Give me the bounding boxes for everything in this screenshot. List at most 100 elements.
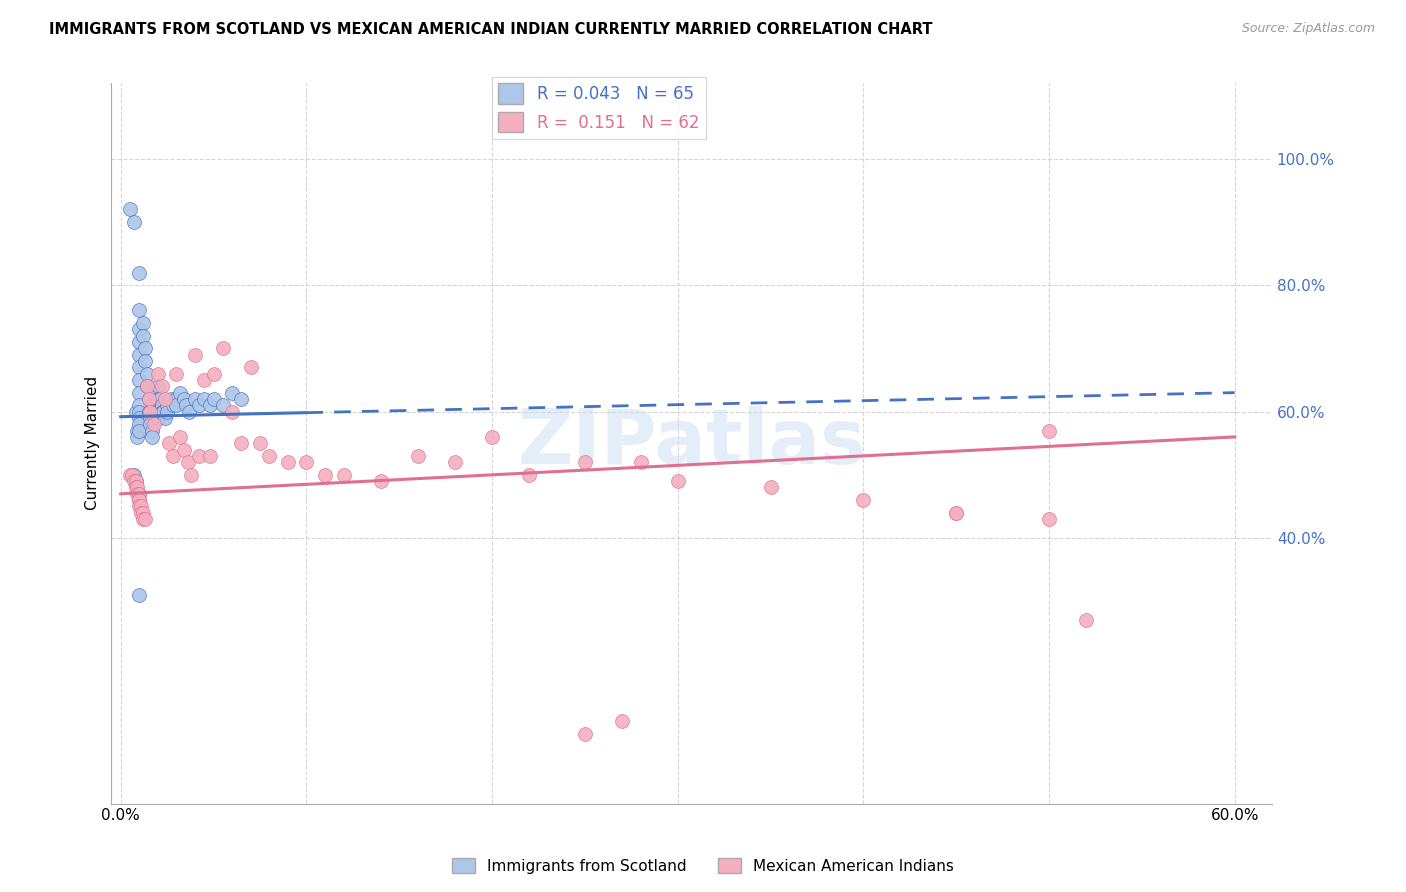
Point: [132, 316, 155, 330]
Point: [481, 430, 503, 444]
Point: [141, 430, 163, 444]
Point: [295, 455, 318, 469]
Point: [127, 487, 149, 501]
Point: [159, 392, 181, 406]
Point: [138, 404, 160, 418]
Point: [630, 455, 652, 469]
Point: [211, 398, 233, 412]
Text: IMMIGRANTS FROM SCOTLAND VS MEXICAN AMERICAN INDIAN CURRENTLY MARRIED CORRELATIO: IMMIGRANTS FROM SCOTLAND VS MEXICAN AMER…: [49, 22, 932, 37]
Point: [169, 385, 191, 400]
Point: [173, 442, 195, 457]
Point: [139, 404, 162, 418]
Point: [128, 266, 150, 280]
Point: [132, 512, 155, 526]
Point: [135, 379, 157, 393]
Point: [128, 398, 150, 412]
Point: [231, 436, 253, 450]
Point: [143, 417, 166, 432]
Point: [239, 360, 262, 375]
Point: [184, 392, 207, 406]
Point: [314, 467, 336, 482]
Point: [945, 506, 967, 520]
Point: [128, 360, 150, 375]
Point: [257, 449, 280, 463]
Point: [146, 392, 169, 406]
Point: [128, 424, 150, 438]
Point: [128, 404, 150, 418]
Point: [176, 455, 198, 469]
Point: [129, 500, 152, 514]
Point: [852, 493, 875, 508]
Point: [128, 385, 150, 400]
Point: [165, 367, 187, 381]
Point: [193, 373, 215, 387]
Point: [128, 373, 150, 387]
Point: [221, 404, 243, 418]
Point: [231, 392, 253, 406]
Point: [139, 411, 162, 425]
Point: [118, 202, 141, 217]
Point: [157, 436, 180, 450]
Point: [173, 392, 195, 406]
Point: [128, 303, 150, 318]
Point: [221, 385, 243, 400]
Point: [129, 506, 152, 520]
Point: [132, 328, 155, 343]
Point: [134, 512, 156, 526]
Point: [1038, 512, 1060, 526]
Point: [143, 398, 166, 412]
Point: [202, 367, 225, 381]
Point: [128, 348, 150, 362]
Point: [610, 714, 633, 729]
Point: [132, 506, 155, 520]
Point: [945, 506, 967, 520]
Point: [138, 392, 160, 406]
Point: [128, 493, 150, 508]
Point: [143, 385, 166, 400]
Text: ZIPatlas: ZIPatlas: [517, 406, 866, 480]
Point: [165, 392, 187, 406]
Point: [141, 424, 163, 438]
Point: [128, 411, 150, 425]
Point: [169, 430, 191, 444]
Point: [146, 404, 169, 418]
Point: [127, 481, 149, 495]
Point: [146, 367, 169, 381]
Point: [135, 379, 157, 393]
Point: [211, 342, 233, 356]
Point: [193, 392, 215, 406]
Point: [155, 392, 177, 406]
Y-axis label: Currently Married: Currently Married: [86, 376, 100, 510]
Text: Source: ZipAtlas.com: Source: ZipAtlas.com: [1241, 22, 1375, 36]
Point: [370, 474, 392, 488]
Point: [187, 449, 209, 463]
Point: [121, 467, 143, 482]
Point: [134, 354, 156, 368]
Point: [198, 398, 221, 412]
Point: [277, 455, 299, 469]
Point: [134, 342, 156, 356]
Point: [138, 392, 160, 406]
Point: [444, 455, 467, 469]
Point: [124, 481, 146, 495]
Point: [135, 367, 157, 381]
Point: [124, 474, 146, 488]
Point: [574, 455, 596, 469]
Point: [666, 474, 689, 488]
Point: [118, 467, 141, 482]
Point: [128, 334, 150, 349]
Point: [124, 474, 146, 488]
Point: [146, 379, 169, 393]
Point: [162, 398, 184, 412]
Point: [128, 417, 150, 432]
Point: [155, 411, 177, 425]
Point: [156, 404, 179, 418]
Point: [1076, 613, 1098, 627]
Point: [150, 379, 173, 393]
Point: [146, 411, 169, 425]
Point: [162, 449, 184, 463]
Point: [1038, 424, 1060, 438]
Point: [184, 348, 207, 362]
Point: [128, 322, 150, 336]
Point: [180, 467, 202, 482]
